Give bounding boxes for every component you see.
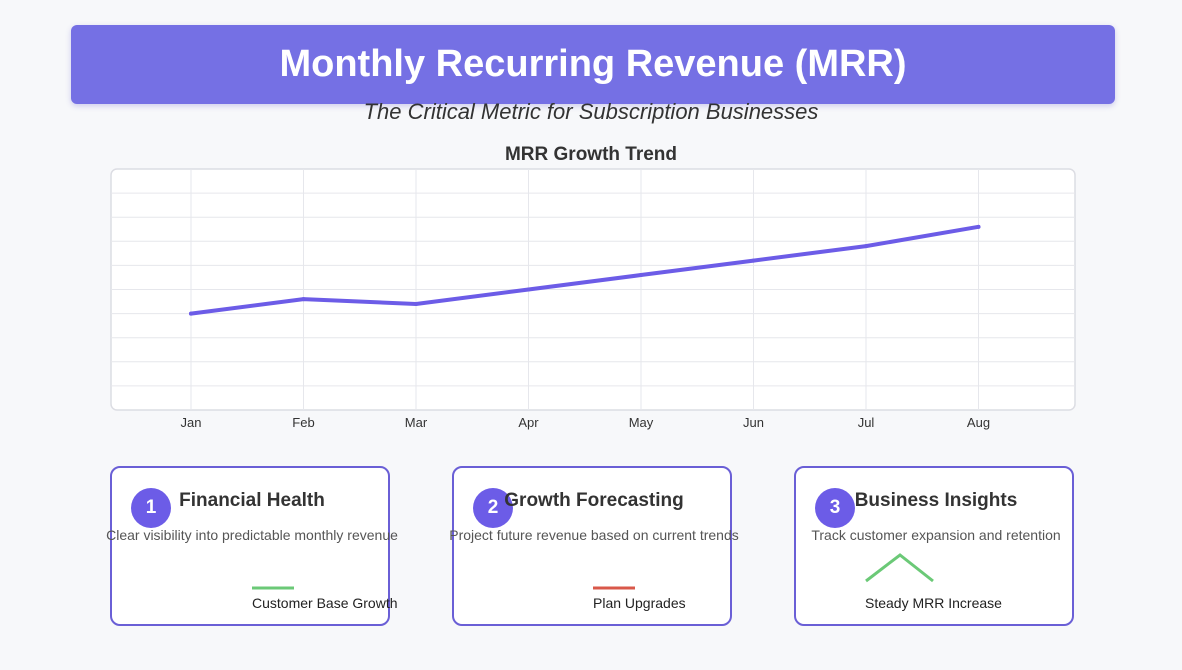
card-growth-forecasting: 2 Growth Forecasting Project future reve… bbox=[449, 466, 739, 626]
x-tick-label: Jul bbox=[858, 415, 875, 430]
card-description: Clear visibility into predictable monthl… bbox=[106, 527, 398, 543]
x-tick-label: Aug bbox=[967, 415, 990, 430]
peak-line-icon bbox=[865, 553, 934, 583]
x-tick-label: Jan bbox=[181, 415, 202, 430]
card-business-insights: 3 Business Insights Track customer expan… bbox=[794, 466, 1074, 626]
x-tick-label: Jun bbox=[743, 415, 764, 430]
data-point bbox=[976, 224, 981, 229]
green-line-icon bbox=[252, 586, 294, 590]
card-description: Track customer expansion and retention bbox=[811, 527, 1061, 543]
data-point bbox=[526, 287, 531, 292]
card-title: Growth Forecasting bbox=[504, 490, 684, 511]
card-financial-health: 1 Financial Health Clear visibility into… bbox=[106, 466, 398, 626]
header-banner: Monthly Recurring Revenue (MRR) bbox=[71, 25, 1115, 104]
card-number-badge: 1 bbox=[131, 488, 171, 528]
chart-plot-area bbox=[110, 168, 1076, 411]
card-label: Plan Upgrades bbox=[593, 595, 686, 611]
x-tick-label: May bbox=[629, 415, 654, 430]
card-description: Project future revenue based on current … bbox=[449, 527, 739, 543]
card-number-badge: 3 bbox=[815, 488, 855, 528]
data-point bbox=[189, 311, 193, 316]
card-title: Business Insights bbox=[854, 490, 1018, 511]
card-number-badge: 2 bbox=[473, 488, 513, 528]
series-line bbox=[189, 224, 981, 316]
x-tick-label: Apr bbox=[518, 415, 539, 430]
page-subtitle: The Critical Metric for Subscription Bus… bbox=[363, 99, 819, 124]
data-point bbox=[639, 273, 643, 278]
card-label: Customer Base Growth bbox=[252, 595, 398, 611]
data-point bbox=[414, 301, 418, 306]
x-tick-label: Feb bbox=[292, 415, 314, 430]
card-label: Steady MRR Increase bbox=[865, 595, 1002, 611]
data-point bbox=[864, 244, 868, 249]
card-title: Financial Health bbox=[179, 490, 325, 511]
x-tick-label: Mar bbox=[405, 415, 428, 430]
data-point bbox=[751, 258, 756, 263]
red-line-icon bbox=[593, 586, 635, 590]
chart-title: MRR Growth Trend bbox=[504, 144, 678, 165]
page-title: Monthly Recurring Revenue (MRR) bbox=[279, 43, 907, 85]
data-point bbox=[301, 297, 306, 302]
